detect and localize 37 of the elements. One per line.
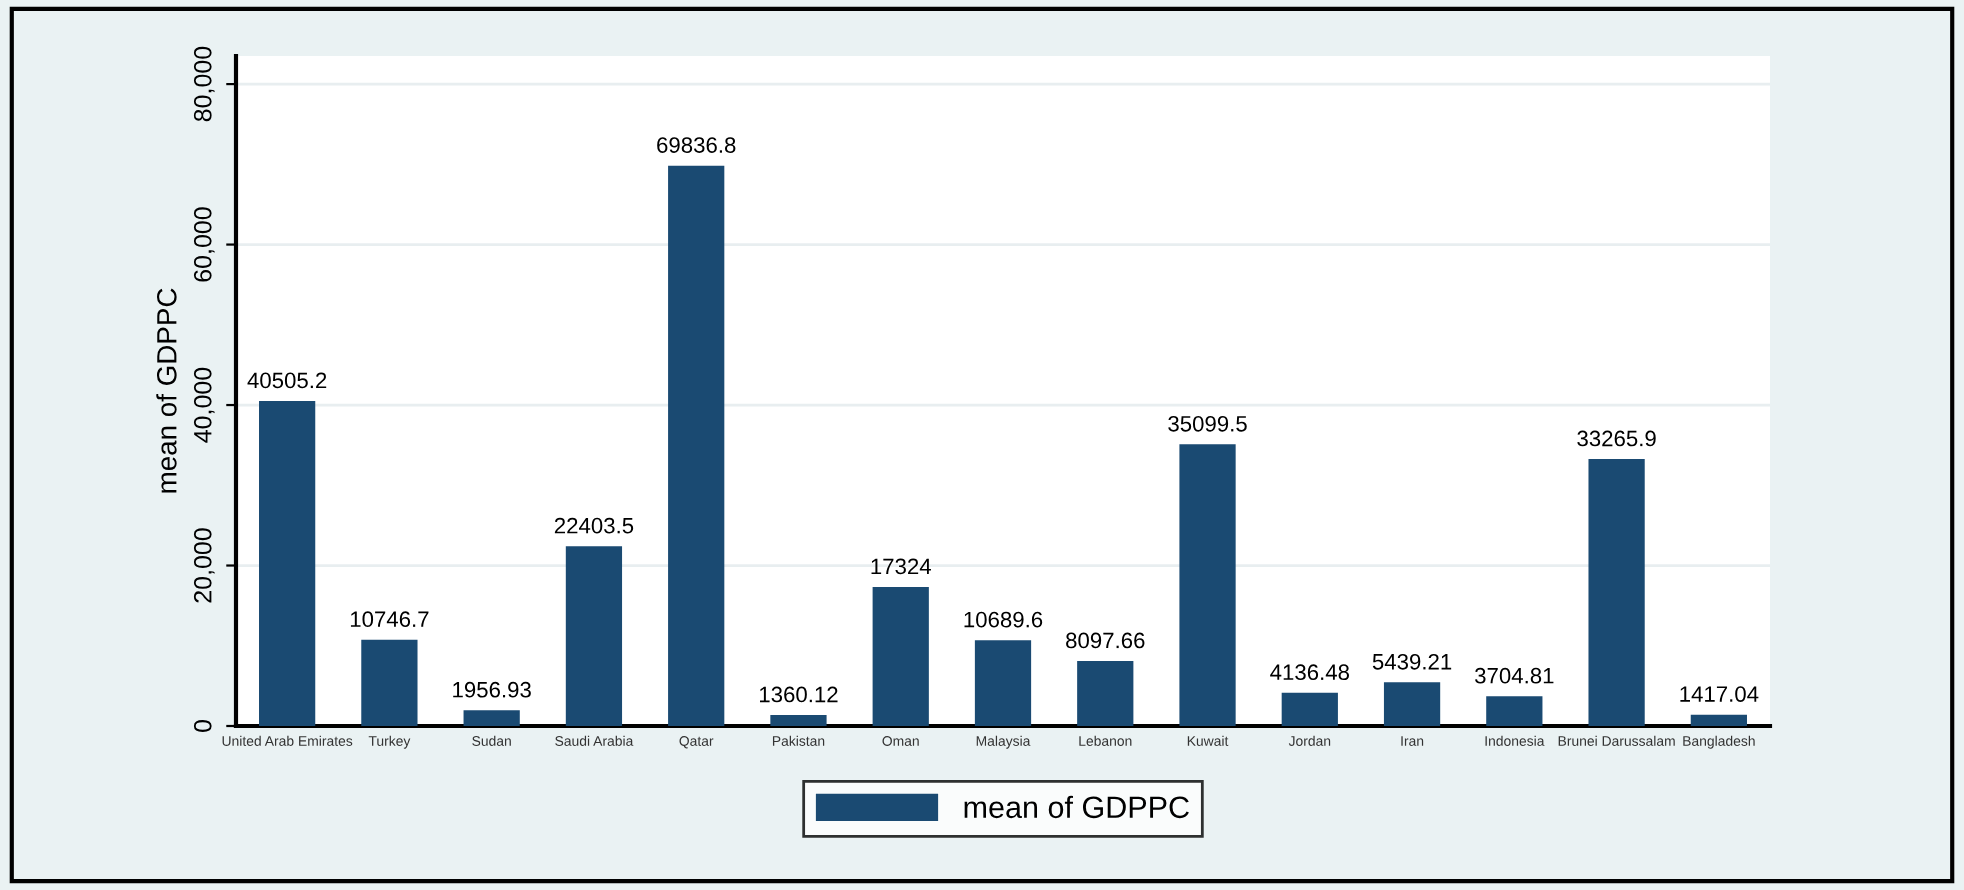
- bar: [872, 586, 929, 726]
- y-tick-label: 20,000: [193, 528, 215, 603]
- bar: [463, 710, 520, 726]
- legend-label: mean of GDPPC: [964, 795, 1189, 819]
- bar: [1486, 696, 1543, 726]
- data-label: 1360.12: [760, 686, 838, 703]
- bar: [668, 165, 725, 726]
- bar: [1077, 661, 1134, 726]
- data-label: 17324: [871, 558, 931, 575]
- data-label: 5439.21: [1372, 653, 1452, 670]
- bar: [1179, 444, 1236, 726]
- data-label: 3704.81: [1475, 667, 1554, 684]
- bar: [1588, 459, 1645, 726]
- y-axis-title: mean of GDPPC: [156, 288, 177, 493]
- data-label: 69836.8: [657, 137, 736, 153]
- data-label: 10689.6: [964, 611, 1043, 628]
- y-tick-label: 60,000: [193, 207, 215, 282]
- y-tick-label: 40,000: [193, 367, 215, 443]
- data-label: 40505.2: [247, 372, 327, 389]
- data-label: 10746.7: [350, 611, 429, 628]
- data-label: 35099.5: [1168, 415, 1247, 432]
- bar: [361, 639, 418, 726]
- data-label: 4136.48: [1270, 664, 1349, 681]
- data-label: 22403.5: [554, 517, 634, 534]
- data-label: 1956.93: [453, 681, 531, 698]
- y-tick-label: 80,000: [193, 46, 215, 122]
- bar: [565, 546, 623, 726]
- bar: [1281, 692, 1338, 726]
- data-label: 1417.04: [1680, 686, 1759, 702]
- bar: [974, 640, 1032, 726]
- data-label: 33265.9: [1577, 430, 1656, 447]
- bar: [1383, 682, 1441, 726]
- y-tick-label: 0: [193, 720, 212, 732]
- bar: [1690, 714, 1747, 726]
- bar: [770, 715, 827, 726]
- data-label: 8097.66: [1066, 632, 1145, 649]
- bar: [259, 400, 316, 726]
